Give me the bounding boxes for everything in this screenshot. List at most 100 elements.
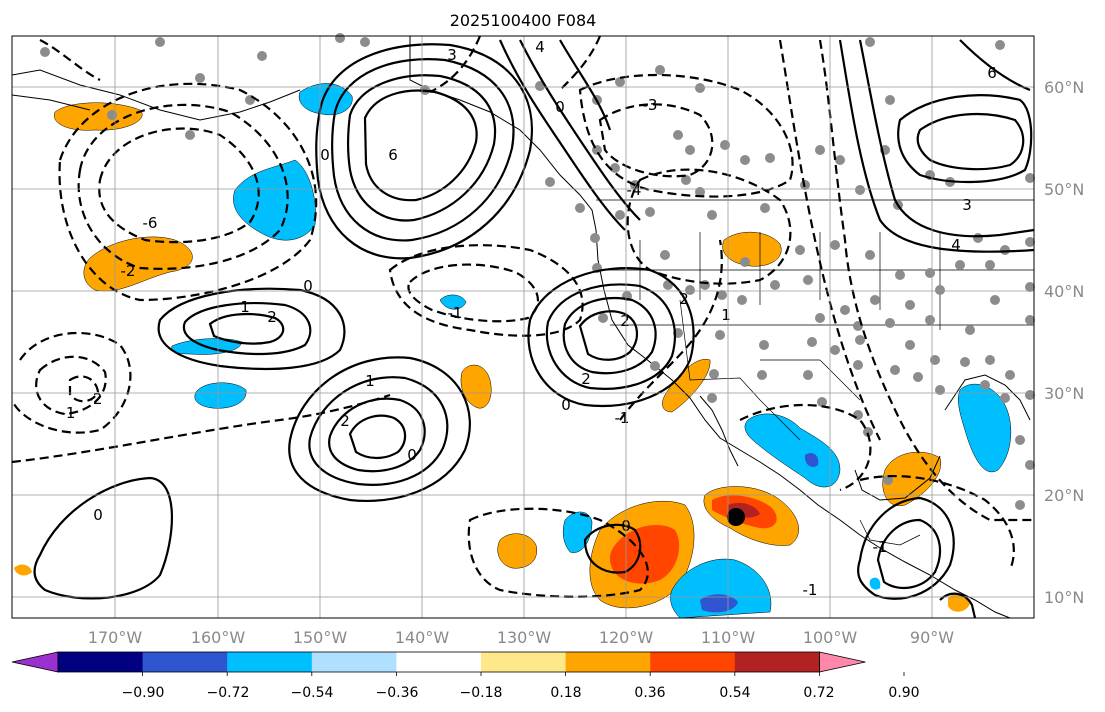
contour-label: -1 [615,409,630,427]
station-dot [1025,173,1035,183]
station-dot [759,340,769,350]
colorbar-segment [565,652,651,672]
shade-red [609,525,680,584]
colorbar-tick-label: 0.90 [888,685,919,701]
station-dot [965,325,975,335]
map-panel: 3 4 6 0 0 -3 -4 -6 -2 -1 1 2 -2 2 0 1 -1… [10,33,1035,619]
contour-label: 4 [535,38,545,56]
station-dot [830,240,840,250]
station-dot [360,37,370,47]
station-dot [865,37,875,47]
figure-title: 2025100400 F084 [450,11,597,30]
station-dot [598,313,608,323]
graticule [12,36,1034,618]
station-dot [673,130,683,140]
colorbar-tick-label: 0.18 [550,685,581,701]
colorbar-tick-label: 0.36 [634,685,665,701]
station-dot [695,187,705,197]
station-dot [870,295,880,305]
station-dot [185,130,195,140]
contour-label: 2 [620,312,630,330]
station-dot [1000,393,1010,403]
station-dot [545,177,555,187]
station-dot [863,427,873,437]
colorbar-tick-label: −0.36 [376,685,419,701]
station-dot [803,370,813,380]
station-dot [40,47,50,57]
colorbar-segment [58,652,144,672]
station-dot [590,233,600,243]
station-dot [985,355,995,365]
contour-label: 6 [987,64,997,82]
station-dot [155,37,165,47]
station-dot [695,83,705,93]
colorbar-tick-label: −0.18 [460,685,503,701]
contours-negative [10,35,1034,598]
contour-label: 0 [303,277,313,295]
contour-label: -1 [448,304,463,322]
contour-label: 6 [388,146,398,164]
station-dot [817,397,827,407]
station-dot [107,110,117,120]
colorbar-labels: −0.90 −0.72 −0.54 −0.36 −0.18 0.18 0.36 … [122,685,920,701]
station-dot [865,250,875,260]
station-dot [807,337,817,347]
shade-blue [700,594,738,613]
station-dot [765,153,775,163]
station-dot [685,145,695,155]
shade-orange [722,231,782,267]
station-dot [935,385,945,395]
lon-label: 130°W [497,628,552,647]
station-dot [985,260,995,270]
shade-orange [54,102,143,131]
station-dot [535,81,545,91]
contour-label: 2 [267,308,277,326]
station-dot [935,285,945,295]
station-dot [855,185,865,195]
lat-label: 30°N [1044,384,1084,403]
station-dot [709,369,719,379]
contour-label: 1 [365,372,375,390]
contour-label: 2 [581,370,591,388]
contour-label: 2 [679,290,689,308]
colorbar-frame [57,651,820,673]
station-dot [1015,500,1025,510]
station-dot [737,295,747,305]
colorbar-tick-label: −0.90 [122,685,165,701]
colorbar-tick-label: 0.72 [803,685,834,701]
shade-skyblue [194,382,247,409]
contour-label: 0 [561,396,571,414]
station-dot [1025,315,1035,325]
map-background [12,36,1034,618]
shade-skyblue [869,577,881,590]
station-dot [615,77,625,87]
lon-label: 90°W [910,628,954,647]
contour-label: 0 [555,98,565,116]
colorbar-segment [142,652,228,672]
station-dot [575,203,585,213]
lat-label: 10°N [1044,588,1084,607]
station-dot [973,233,983,243]
contour-label: -1 [61,404,76,422]
shade-skyblue [958,383,1012,473]
station-dot [707,393,717,403]
station-dot [760,203,770,213]
colorbar-segment [396,652,482,672]
station-dot [930,355,940,365]
station-dot [815,313,825,323]
station-dot [1000,245,1010,255]
shade-blue [804,453,819,467]
station-dot [715,330,725,340]
shaded-anomalies [14,83,1012,619]
shade-skyblue [233,159,316,241]
colorbar-tick-label: 0.54 [719,685,750,701]
station-dot [707,210,717,220]
latitude-labels: 60°N 50°N 40°N 30°N 20°N 10°N [1044,78,1084,607]
colorbar-extend-low [11,651,59,673]
station-dot [885,95,895,105]
station-dot [257,51,267,61]
shade-skyblue [670,558,772,619]
station-dot [830,345,840,355]
station-dot [815,145,825,155]
lat-label: 60°N [1044,78,1084,97]
